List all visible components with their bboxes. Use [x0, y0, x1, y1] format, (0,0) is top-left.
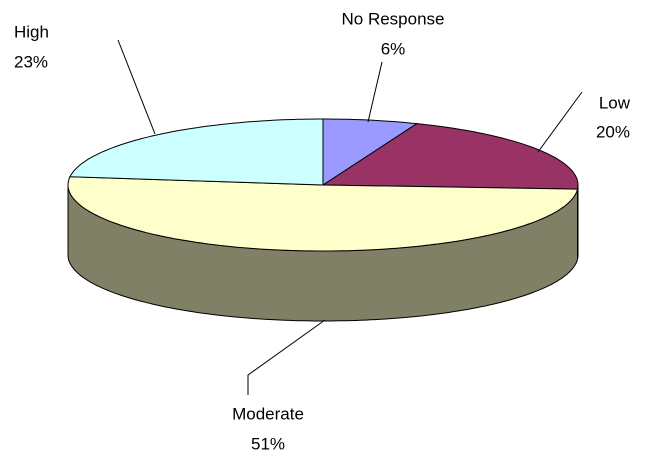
- slice-value-label: 23%: [14, 52, 48, 71]
- leader-line: [537, 91, 583, 153]
- leader-line: [117, 39, 156, 135]
- slice-label: High: [14, 22, 49, 41]
- pie-slice: [322, 118, 419, 186]
- slice-value-label: 51%: [251, 434, 285, 453]
- pie-slice: [67, 176, 579, 252]
- slice-value-label: 6%: [381, 39, 406, 58]
- slice-label: Low: [599, 93, 631, 112]
- slice-label: Moderate: [232, 404, 304, 423]
- pie-slice: [321, 123, 579, 190]
- leader-line: [367, 61, 383, 123]
- leader-line: [247, 319, 326, 395]
- slice-label: No Response: [341, 9, 444, 28]
- pie-slice: [69, 118, 324, 186]
- slice-value-label: 20%: [596, 122, 630, 141]
- pie: [67, 118, 579, 322]
